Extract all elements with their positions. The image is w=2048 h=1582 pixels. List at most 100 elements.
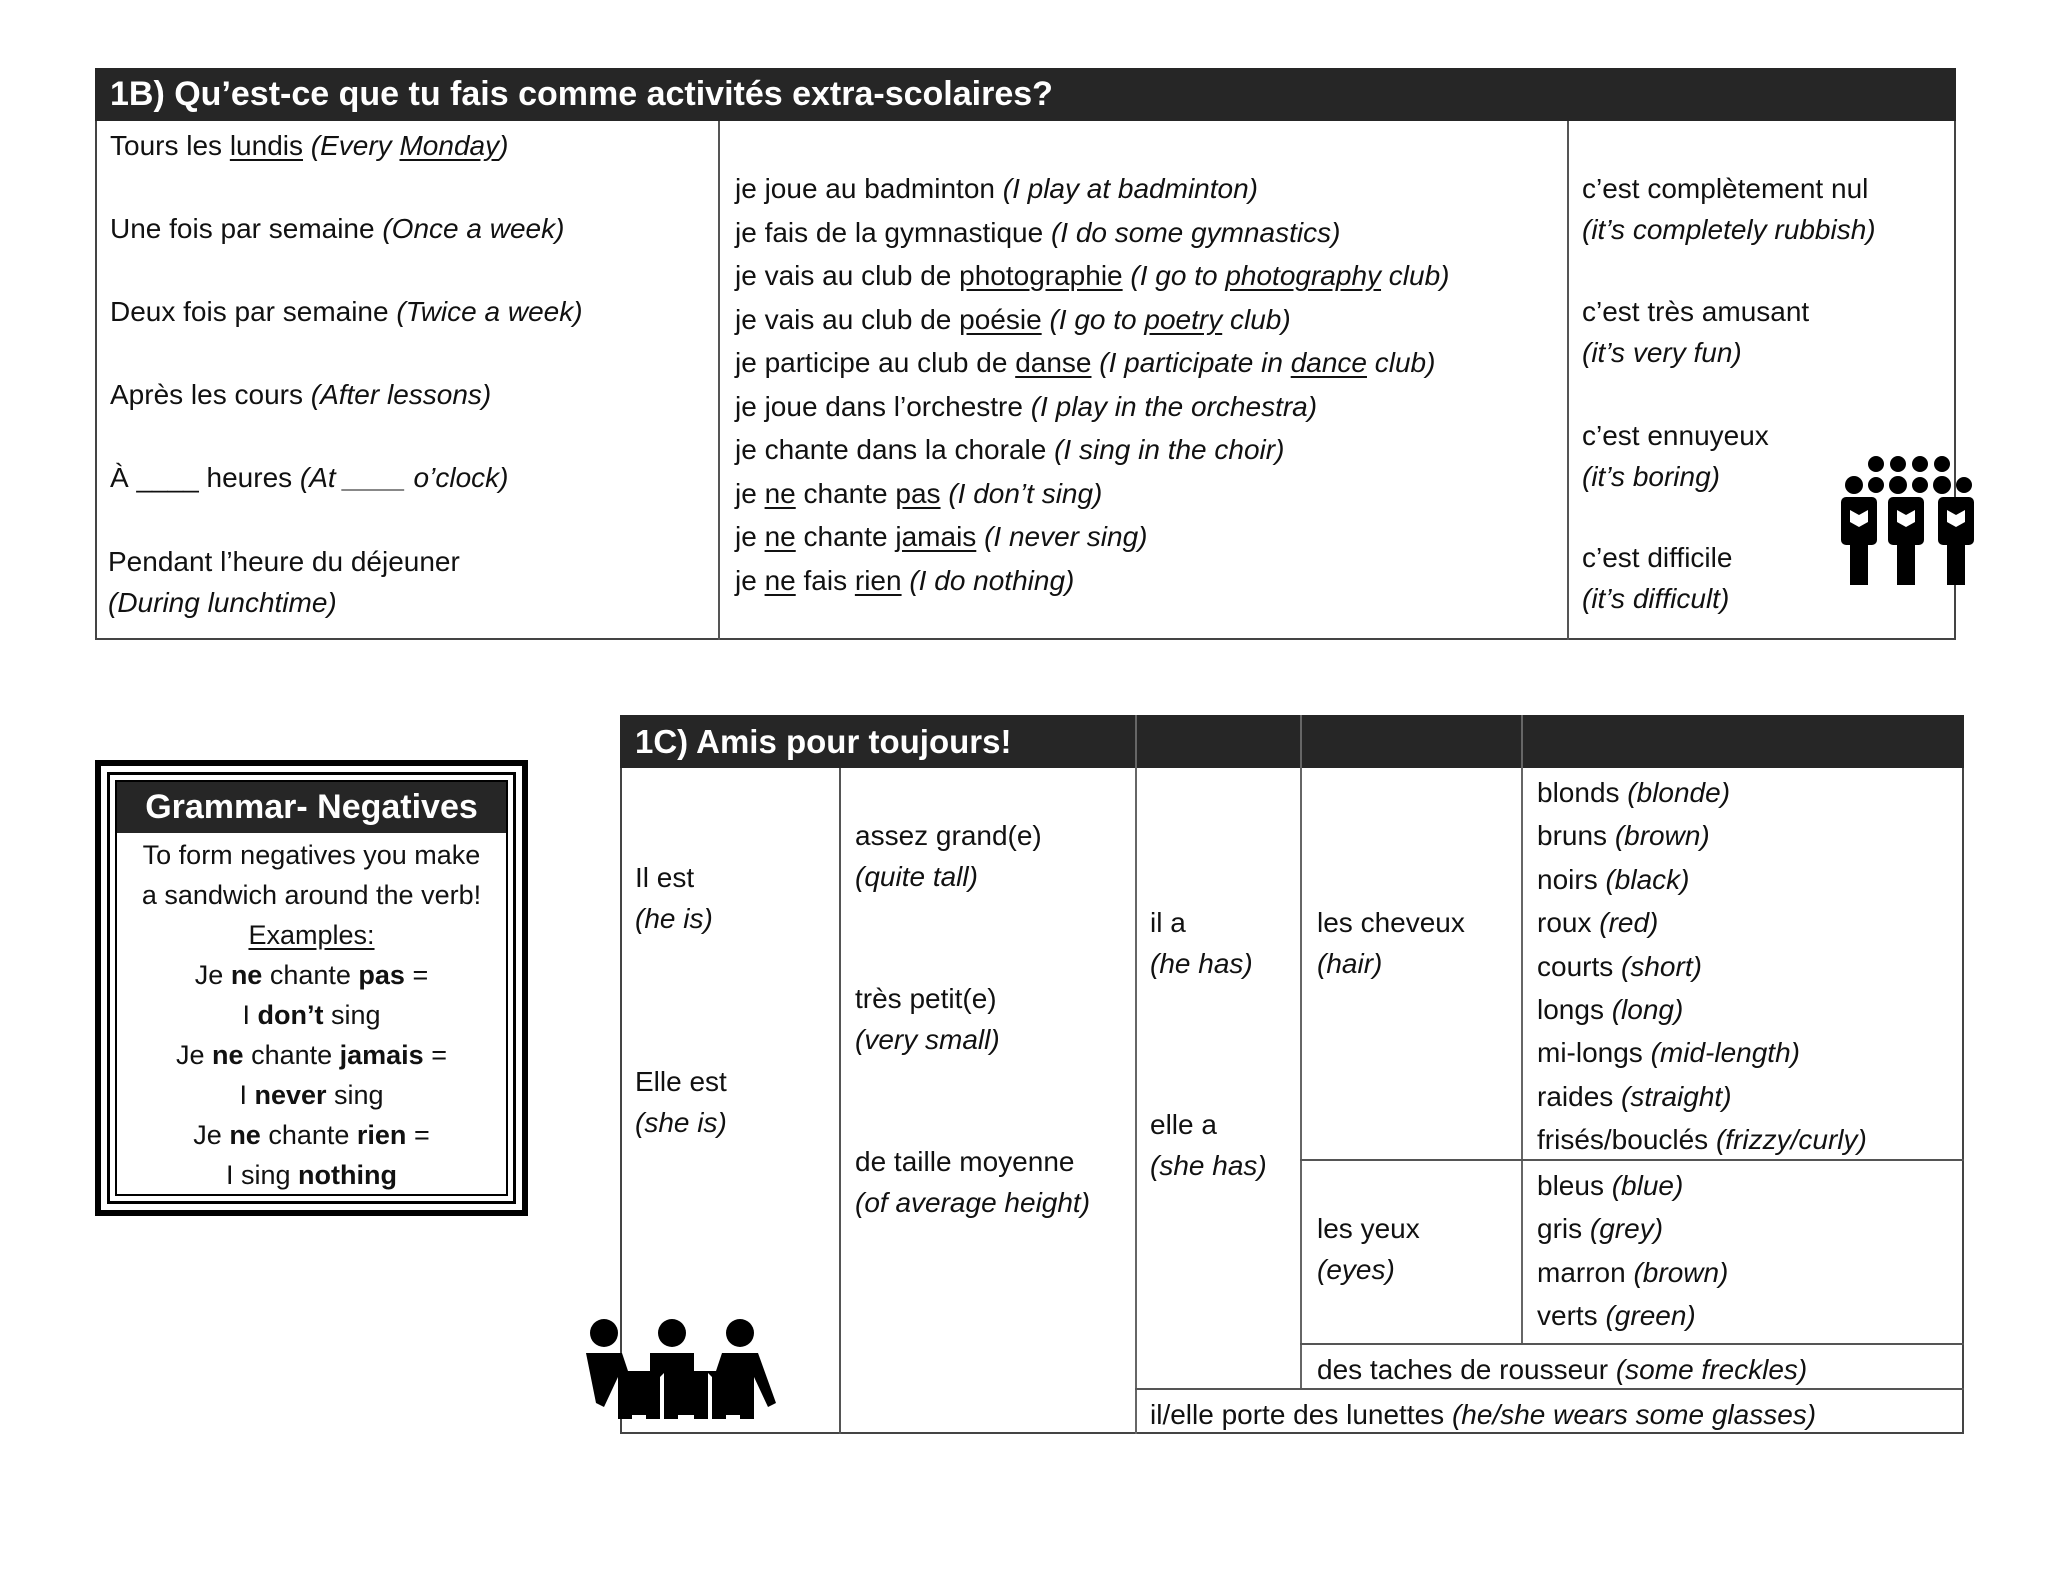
- text-line: verts (green): [1537, 1294, 1728, 1337]
- size: assez grand(e) (quite tall): [855, 815, 1042, 897]
- text-line: elle a: [1150, 1104, 1267, 1145]
- text-segment: (some freckles): [1615, 1354, 1808, 1385]
- text-line: Pendant l’heure du déjeuner: [108, 541, 460, 582]
- text-line: c’est complètement nul: [1582, 168, 1876, 209]
- text-segment: (blonde): [1627, 777, 1731, 808]
- text-segment: (mid-length): [1650, 1037, 1800, 1069]
- text-segment: Deux fois par semaine: [110, 296, 397, 327]
- text-line: (hair): [1317, 943, 1465, 984]
- text-segment: =: [406, 1120, 430, 1150]
- text-segment: chante: [260, 1120, 357, 1150]
- text-segment: photography: [1225, 260, 1382, 291]
- text-line: je vais au club de photographie (I go to…: [735, 254, 1450, 298]
- text-line: de taille moyenne: [855, 1141, 1090, 1182]
- text-segment: (I don’t sing): [948, 477, 1103, 509]
- text-segment: (she has): [1150, 1150, 1267, 1181]
- text-line: courts (short): [1537, 945, 1867, 988]
- divider: [1135, 715, 1137, 1434]
- text-line: (she has): [1150, 1145, 1267, 1186]
- text-segment: (it’s very fun): [1582, 337, 1742, 368]
- text-line: assez grand(e): [855, 815, 1042, 856]
- text-segment: To form negatives you make: [142, 840, 481, 870]
- text-segment: raides: [1537, 1080, 1622, 1112]
- text-segment: club): [1381, 260, 1450, 291]
- text-line: je joue au badminton (I play at badminto…: [735, 167, 1450, 211]
- text-segment: (Every: [303, 130, 400, 161]
- text-line: I don’t sing: [117, 995, 506, 1035]
- text-line: Deux fois par semaine (Twice a week): [110, 270, 583, 353]
- text-segment: fais: [795, 564, 855, 596]
- text-segment: gris: [1537, 1213, 1590, 1245]
- text-line: les cheveux: [1317, 902, 1465, 943]
- glasses: il/elle porte des lunettes (he/she wears…: [1150, 1393, 1816, 1437]
- text-line: je ne chante pas (I don’t sing): [735, 472, 1450, 516]
- text-line: a sandwich around the verb!: [117, 875, 506, 915]
- text-segment: ne: [212, 1040, 244, 1070]
- text-segment: I: [239, 1080, 255, 1110]
- text-segment: je: [735, 521, 765, 552]
- text-line: je ne fais rien (I do nothing): [735, 559, 1450, 603]
- text-line: je participe au club de danse (I partici…: [735, 341, 1450, 385]
- text-line: marron (brown): [1537, 1251, 1728, 1294]
- text-segment: dance: [1290, 347, 1367, 378]
- text-line: c’est ennuyeux: [1582, 415, 1769, 456]
- text-segment: c’est difficile: [1582, 542, 1733, 573]
- grammar-title: Grammar- Negatives: [145, 788, 478, 826]
- text-segment: les cheveux: [1317, 907, 1465, 938]
- text-segment: (he/she wears some glasses): [1451, 1399, 1817, 1430]
- text-segment: danse: [1015, 347, 1092, 378]
- text-segment: Examples:: [248, 920, 375, 950]
- text-segment: (eyes): [1317, 1254, 1395, 1285]
- elle-a: elle a (she has): [1150, 1104, 1267, 1186]
- text-line: Je ne chante rien =: [117, 1115, 506, 1155]
- grammar-negatives-box: Grammar- Negatives To form negatives you…: [95, 760, 528, 1216]
- il-a: il a (he has): [1150, 902, 1253, 984]
- text-segment: (short): [1621, 950, 1702, 982]
- text-segment: (I participate in: [1099, 347, 1291, 378]
- text-segment: je joue au badminton: [735, 173, 1003, 204]
- divider: [1300, 1343, 1964, 1345]
- text-segment: poésie: [959, 303, 1042, 335]
- text-segment: mi-longs: [1537, 1037, 1651, 1069]
- text-segment: blonds: [1537, 777, 1628, 808]
- text-line: il a: [1150, 902, 1253, 943]
- text-segment: marron: [1537, 1256, 1634, 1288]
- text-segment: il a: [1150, 907, 1186, 938]
- text-line: c’est difficile: [1582, 537, 1732, 578]
- text-segment: [976, 521, 984, 552]
- text-line: (he has): [1150, 943, 1253, 984]
- activities-list: je joue au badminton (I play at badminto…: [735, 167, 1450, 602]
- section-1b-header: 1B) Qu’est-ce que tu fais comme activité…: [95, 68, 1956, 121]
- text-segment: nothing: [298, 1160, 397, 1190]
- opinion: c’est très amusant (it’s very fun): [1582, 291, 1809, 373]
- text-segment: ne: [230, 960, 263, 990]
- text-segment: ne: [229, 1120, 261, 1150]
- text-segment: Pendant l’heure du déjeuner: [108, 546, 460, 577]
- text-line: Elle est: [635, 1061, 727, 1102]
- text-line: très petit(e): [855, 978, 1000, 1019]
- hair-label: les cheveux (hair): [1317, 902, 1465, 984]
- divider: [718, 121, 720, 640]
- text-line: noirs (black): [1537, 858, 1867, 901]
- section-1c-title: 1C) Amis pour toujours!: [635, 723, 1012, 760]
- text-line: raides (straight): [1537, 1075, 1867, 1118]
- opinion: c’est complètement nul (it’s completely r…: [1582, 168, 1876, 250]
- opinion: c’est difficile (it’s difficult): [1582, 537, 1732, 619]
- text-segment: Elle est: [635, 1066, 727, 1097]
- il-est: Il est (he is): [635, 857, 713, 939]
- elle-est: Elle est (she is): [635, 1061, 727, 1143]
- text-line: Tours les lundis (Every Monday): [110, 104, 583, 187]
- text-segment: (hair): [1317, 948, 1383, 979]
- text-line: je joue dans l’orchestre (I play in the …: [735, 385, 1450, 429]
- text-segment: (I play at badminton): [1002, 173, 1258, 204]
- text-segment: (brown): [1633, 1256, 1729, 1288]
- text-segment: never: [254, 1080, 327, 1110]
- text-line: longs (long): [1537, 988, 1867, 1031]
- text-segment: pas: [358, 960, 405, 990]
- text-segment: (red): [1599, 907, 1659, 939]
- text-line: To form negatives you make: [117, 835, 506, 875]
- text-segment: club): [1222, 303, 1291, 335]
- text-segment: je fais de la gymnastique: [735, 216, 1051, 248]
- text-segment: (it’s boring): [1582, 461, 1720, 492]
- text-segment: don’t: [257, 1000, 324, 1030]
